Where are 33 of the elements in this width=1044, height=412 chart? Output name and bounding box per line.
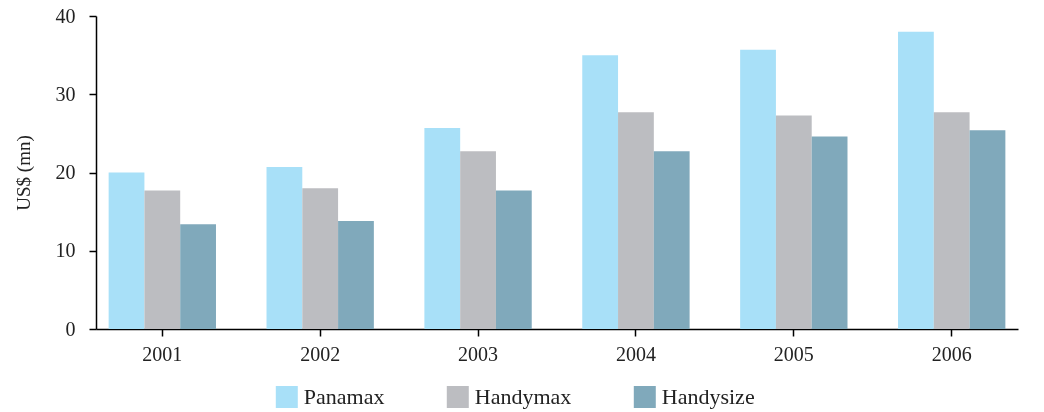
y-tick-label: 30 <box>55 82 76 105</box>
y-axis-title: US$ (mn) <box>12 135 35 211</box>
bar <box>338 221 374 329</box>
bar <box>180 224 216 329</box>
bar <box>898 31 934 329</box>
bar <box>108 172 145 329</box>
bar <box>460 151 496 329</box>
bar <box>495 190 532 329</box>
bar <box>582 55 619 329</box>
bar <box>740 49 776 329</box>
y-tick-label: 40 <box>55 4 76 27</box>
bar <box>266 167 303 329</box>
legend-label: Handymax <box>474 384 572 409</box>
bar <box>933 112 970 329</box>
bar <box>144 190 181 329</box>
x-tick-label: 2003 <box>458 342 499 365</box>
bar <box>618 112 654 329</box>
x-tick-label: 2002 <box>300 342 341 365</box>
bar <box>969 130 1006 329</box>
bar <box>811 136 848 329</box>
x-tick-label: 2001 <box>142 342 183 365</box>
bar <box>653 151 690 329</box>
legend-label: Panamax <box>303 384 385 409</box>
y-tick-label: 20 <box>55 161 76 183</box>
legend-label: Handysize <box>661 384 755 409</box>
bar <box>775 115 812 329</box>
x-tick-label: 2004 <box>615 342 656 365</box>
y-tick-label: 0 <box>65 317 76 340</box>
bar <box>302 188 339 329</box>
x-tick-label: 2006 <box>931 342 972 365</box>
bar <box>424 127 461 329</box>
x-tick-label: 2005 <box>773 342 814 365</box>
y-tick-label: 10 <box>55 239 76 262</box>
